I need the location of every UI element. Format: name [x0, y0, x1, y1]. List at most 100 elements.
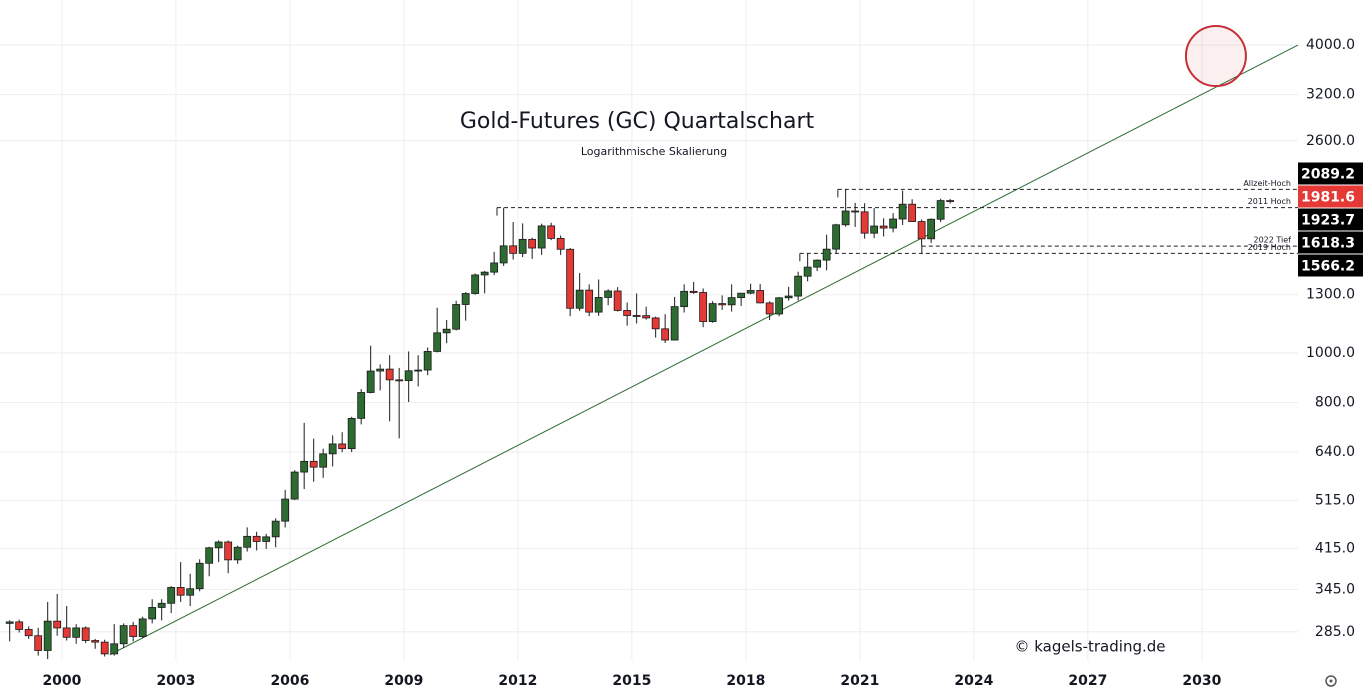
candle-body	[186, 588, 195, 596]
price-label-box	[1298, 185, 1363, 208]
price-label: 1981.6	[1301, 189, 1355, 205]
candle-body	[24, 629, 33, 637]
candle-body	[727, 297, 736, 306]
candle-body	[547, 225, 556, 239]
watermark: © kagels-trading.de	[1014, 638, 1165, 656]
candle-body	[556, 238, 565, 250]
candle-body	[195, 562, 204, 590]
candle-body	[936, 200, 945, 220]
candle-body	[461, 293, 470, 305]
x-tick-label: 2003	[156, 673, 195, 689]
candle-body	[746, 290, 755, 294]
candle-body	[699, 292, 708, 322]
price-label-box	[1298, 162, 1363, 185]
x-tick-label: 2021	[840, 673, 879, 689]
candle-body	[433, 332, 442, 352]
candle-body	[680, 290, 689, 308]
x-tick-label: 2015	[612, 673, 651, 689]
candle-body	[338, 443, 347, 450]
chart-title: Gold-Futures (GC) Quartalschart	[460, 109, 815, 134]
candle-body	[632, 315, 641, 317]
candle-body	[775, 297, 784, 315]
candle-body	[623, 310, 632, 316]
candle-body	[832, 224, 841, 250]
candle-body	[252, 535, 261, 542]
candle-body	[148, 607, 157, 620]
candle-body	[243, 535, 252, 548]
candle-body	[889, 218, 898, 229]
candle-body	[594, 297, 603, 313]
candle-body	[879, 225, 888, 229]
candle-body	[129, 625, 138, 637]
candle-body	[34, 635, 43, 651]
candle-body	[585, 289, 594, 313]
candle-body	[271, 520, 280, 538]
candle-body	[689, 290, 698, 293]
level-name: 2011 Hoch	[1248, 197, 1291, 206]
candle-body	[43, 620, 52, 651]
candle-body	[233, 546, 242, 561]
candle-body	[423, 351, 432, 371]
candle-body	[898, 203, 907, 220]
candle-body	[794, 275, 803, 297]
price-label-box	[1298, 254, 1363, 277]
candle-body	[110, 643, 119, 655]
candle-body	[642, 315, 651, 319]
candle-body	[784, 295, 793, 299]
price-label: 1923.7	[1301, 212, 1355, 228]
candle-body	[613, 290, 622, 311]
y-tick-label: 515.0	[1315, 492, 1355, 508]
x-tick-label: 2030	[1182, 673, 1221, 689]
candle-body	[946, 200, 955, 202]
candle-body	[404, 370, 413, 382]
candle-body	[366, 370, 375, 393]
y-tick-label: 345.0	[1315, 581, 1355, 597]
candle-body	[604, 290, 613, 298]
candle-body	[670, 306, 679, 341]
settings-icon[interactable]	[1325, 675, 1337, 687]
level-name: 2019 Hoch	[1248, 243, 1291, 252]
gear-center[interactable]	[1329, 679, 1333, 683]
price-label: 1566.2	[1301, 258, 1355, 274]
candle-body	[72, 627, 81, 638]
y-tick-label: 1000.0	[1306, 345, 1355, 361]
candle-body	[737, 292, 746, 299]
candle-body	[813, 259, 822, 268]
y-tick-label: 2600.0	[1306, 133, 1355, 149]
candle-body	[224, 541, 233, 561]
candle-body	[528, 238, 537, 249]
candle-body	[480, 271, 489, 276]
level-name: 2022 Tief	[1253, 236, 1291, 245]
candle-body	[347, 417, 356, 450]
x-tick-label: 2000	[42, 673, 81, 689]
candle-body	[917, 221, 926, 240]
candle-body	[309, 460, 318, 468]
candle-body	[841, 210, 850, 226]
candle-body	[262, 536, 271, 542]
candle-body	[708, 303, 717, 322]
y-tick-label: 3200.0	[1306, 87, 1355, 103]
candle-body	[81, 627, 90, 641]
candle-body	[908, 203, 917, 222]
x-tick-label: 2012	[498, 673, 537, 689]
target-circle	[1184, 25, 1247, 88]
y-tick-label: 4000.0	[1306, 37, 1355, 53]
x-tick-label: 2024	[954, 673, 993, 689]
candle-body	[214, 541, 223, 549]
chart-subtitle: Logarithmische Skalierung	[581, 145, 727, 158]
candle-body	[537, 225, 546, 249]
candle-body	[300, 460, 309, 473]
candle-body	[15, 621, 24, 630]
candle-body	[442, 328, 451, 334]
candle-body	[385, 368, 394, 381]
candle-body	[62, 627, 71, 638]
price-label-box	[1298, 208, 1363, 231]
gear[interactable]	[1325, 675, 1337, 687]
y-tick-label: 640.0	[1315, 444, 1355, 460]
candle-body	[53, 620, 62, 629]
candle-body	[860, 211, 869, 234]
candle-body	[452, 304, 461, 330]
candle-body	[290, 471, 299, 500]
candle-body	[5, 621, 14, 624]
